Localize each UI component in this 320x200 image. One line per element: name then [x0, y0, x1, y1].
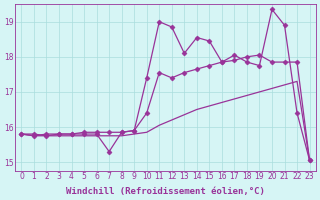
- X-axis label: Windchill (Refroidissement éolien,°C): Windchill (Refroidissement éolien,°C): [66, 187, 265, 196]
